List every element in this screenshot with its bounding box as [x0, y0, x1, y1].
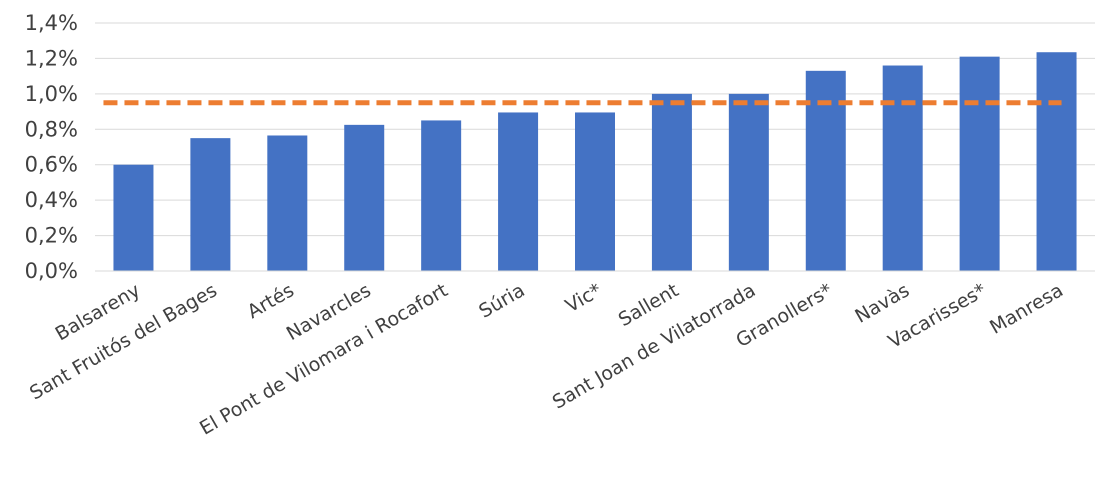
bar [1036, 52, 1077, 271]
bar [190, 138, 231, 271]
bar [498, 112, 539, 271]
bar [882, 65, 923, 271]
bars [113, 52, 1077, 272]
bar [267, 135, 308, 271]
bar [421, 120, 462, 271]
x-tick-label: Manresa [986, 279, 1067, 338]
x-tick-label: Artés [244, 279, 298, 323]
bar [113, 164, 154, 271]
y-tick-label: 0,2% [25, 224, 78, 248]
y-tick-label: 0,4% [25, 188, 78, 212]
y-axis-tick-labels: 0,0% 0,2% 0,4% 0,6% 0,8% 1,0% 1,2% 1,4% [25, 11, 78, 283]
y-tick-label: 0,8% [25, 117, 78, 141]
y-tick-label: 1,2% [25, 46, 78, 70]
bar [728, 93, 769, 271]
bar [575, 112, 615, 271]
bar [959, 56, 1000, 272]
y-tick-label: 0,0% [25, 259, 78, 283]
y-tick-label: 0,6% [25, 153, 78, 177]
x-tick-label: Vic* [562, 279, 606, 317]
y-tick-label: 1,4% [25, 11, 78, 35]
bar [651, 93, 692, 271]
x-tick-label: Navàs [851, 279, 913, 327]
y-tick-label: 1,0% [25, 82, 78, 106]
x-tick-label: Súria [475, 279, 528, 322]
bar [344, 124, 385, 271]
